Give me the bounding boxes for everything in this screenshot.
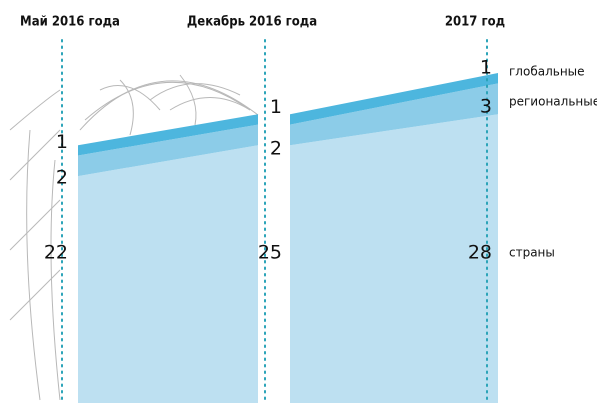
category-label: 2017 год <box>445 15 505 30</box>
value-label: 25 <box>258 242 282 264</box>
column-dividers <box>61 39 488 401</box>
area-segment <box>78 114 258 156</box>
globe-decoration <box>9 74 259 401</box>
value-label: 1 <box>480 57 492 79</box>
area-segment <box>78 145 258 403</box>
area-segment <box>290 83 498 146</box>
value-label: 2 <box>270 137 282 159</box>
series-name: региональные <box>509 95 597 109</box>
value-label: 22 <box>44 242 68 264</box>
value-label: 1 <box>270 96 282 118</box>
value-label: 2 <box>56 166 68 188</box>
value-label: 28 <box>468 242 492 264</box>
area-segment <box>290 114 498 403</box>
series-name: глобальные <box>509 65 585 79</box>
value-label: 3 <box>480 95 492 117</box>
area-segment <box>78 124 258 177</box>
area-segment <box>290 73 498 125</box>
category-label: Май 2016 года <box>20 15 120 30</box>
value-label: 1 <box>56 131 68 153</box>
series-name: страны <box>509 246 555 260</box>
category-label: Декабрь 2016 года <box>187 15 317 30</box>
